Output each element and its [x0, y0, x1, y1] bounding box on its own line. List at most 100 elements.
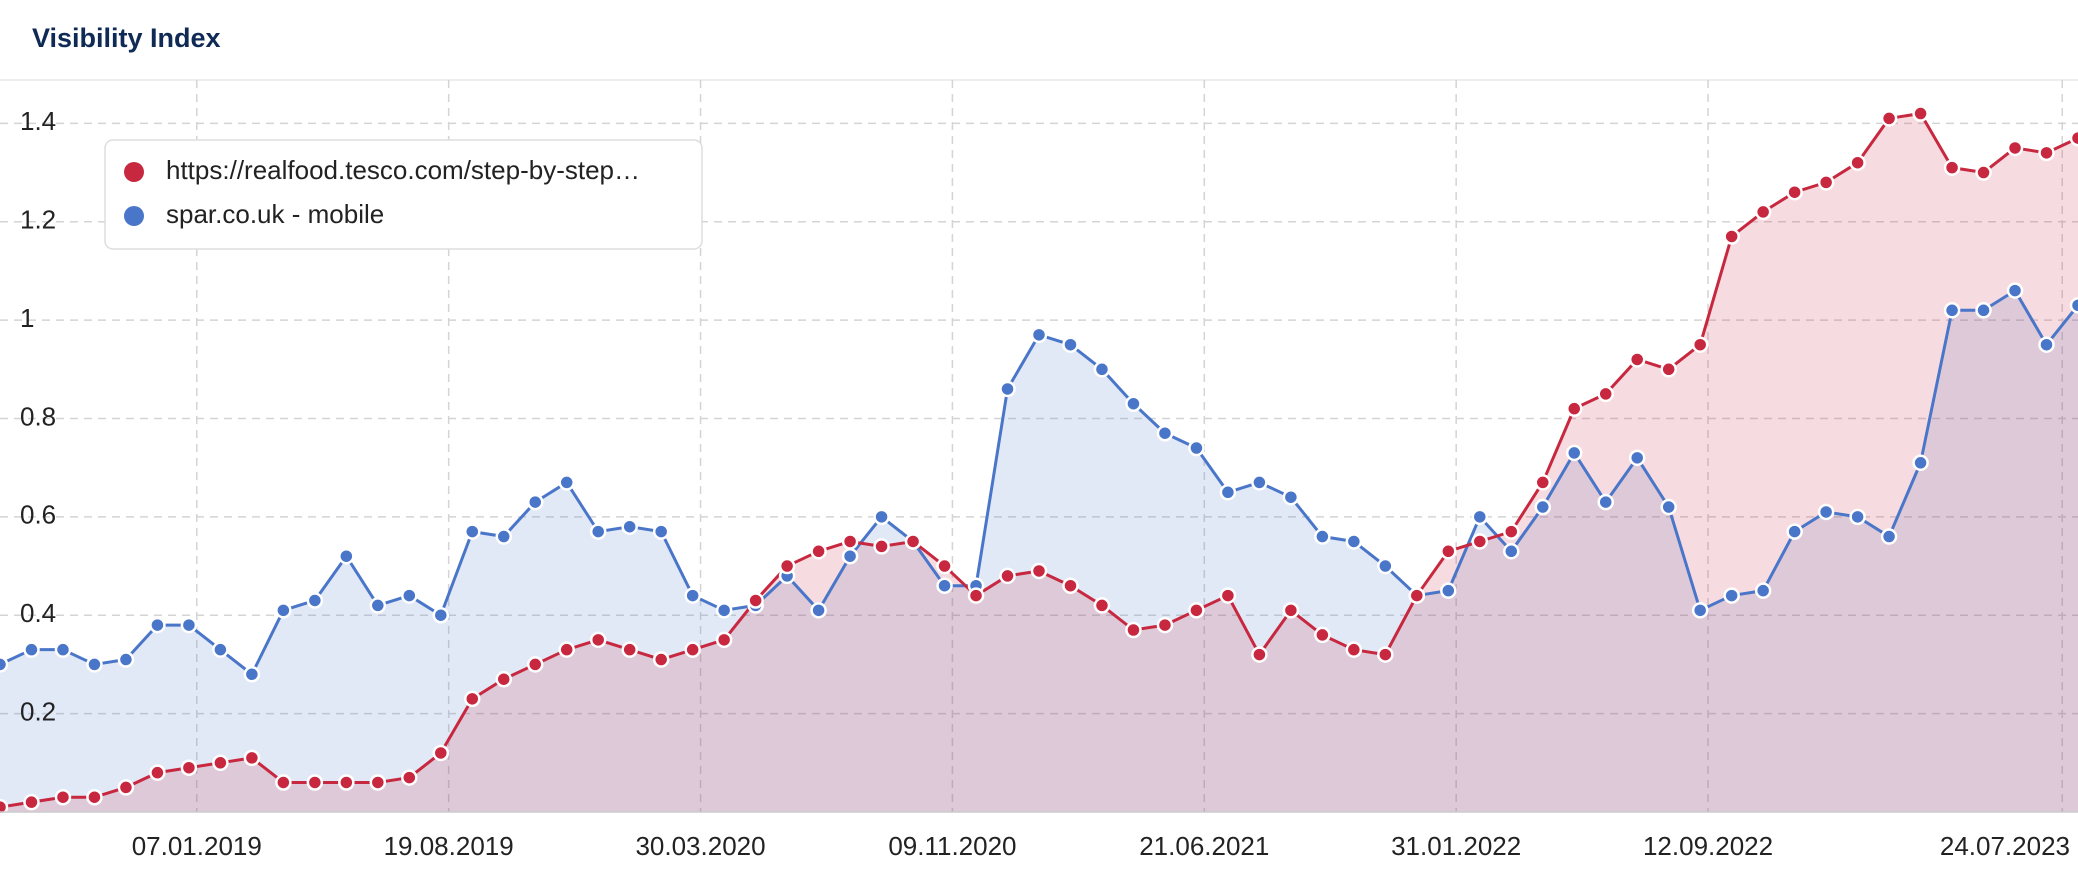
point — [338, 547, 355, 565]
point — [243, 749, 261, 767]
point — [1251, 646, 1268, 663]
point — [999, 567, 1016, 585]
grid — [0, 80, 2078, 812]
point — [432, 606, 450, 624]
point — [86, 788, 103, 806]
point — [1503, 543, 1520, 560]
point — [1093, 597, 1111, 614]
point — [1849, 508, 1866, 526]
point — [1471, 508, 1489, 526]
point — [23, 641, 40, 658]
point — [1377, 557, 1394, 575]
legend: https://realfood.tesco.com/step-by-step…… — [104, 139, 703, 250]
point — [558, 641, 575, 658]
point — [1503, 523, 1520, 540]
point — [747, 592, 764, 609]
point — [652, 651, 670, 668]
point — [1314, 626, 1331, 644]
point — [1975, 302, 1992, 319]
point — [1975, 164, 1992, 181]
axes: 0.2 0.4 0.6 0.8 1 1.2 1.4 07.01.2019 19.08.2019 3… — [0, 106, 2078, 861]
point — [589, 631, 607, 649]
point — [54, 641, 72, 658]
point — [1030, 562, 1048, 580]
point — [1754, 582, 1772, 599]
point — [1093, 361, 1111, 378]
point — [1660, 361, 1677, 378]
x-tick-label: 21.06.2021 — [1139, 831, 1269, 861]
point — [212, 641, 229, 658]
x-tick-label: 31.01.2022 — [1391, 831, 1521, 861]
legend-label: spar.co.uk - mobile — [166, 199, 384, 229]
point — [621, 518, 638, 535]
point — [149, 764, 166, 781]
point — [904, 533, 922, 550]
point — [464, 523, 481, 540]
legend-box — [104, 139, 703, 250]
point — [1471, 533, 1489, 550]
point — [1440, 543, 1457, 560]
point — [2069, 297, 2078, 314]
point — [243, 666, 261, 683]
point — [1282, 602, 1300, 619]
plot — [0, 105, 2078, 816]
point — [1943, 302, 1961, 319]
point — [1219, 484, 1237, 501]
point — [1786, 523, 1803, 540]
y-tick-label: 0.6 — [20, 500, 56, 530]
y-tick-label: 1.4 — [20, 106, 56, 136]
point — [306, 592, 324, 609]
point — [1597, 385, 1614, 403]
point — [1219, 587, 1237, 604]
point — [464, 690, 481, 708]
area — [0, 113, 2078, 813]
point — [86, 656, 103, 673]
point — [810, 543, 827, 560]
point — [1817, 503, 1835, 521]
point — [873, 508, 890, 526]
point — [1628, 351, 1646, 368]
point — [495, 528, 513, 545]
point — [180, 759, 198, 776]
point — [621, 641, 638, 658]
x-tick-label: 24.07.2023 — [1940, 831, 2070, 861]
point — [558, 474, 575, 491]
point — [1251, 474, 1268, 491]
point — [1754, 203, 1772, 221]
point — [1849, 154, 1866, 171]
x-tick-label: 30.03.2020 — [635, 831, 765, 861]
point — [1912, 454, 1929, 472]
y-tick-label: 1 — [20, 303, 34, 333]
y-tick-label: 0.4 — [20, 598, 56, 628]
x-tick-label: 09.11.2020 — [888, 831, 1016, 861]
point — [401, 769, 418, 786]
x-tick-label: 07.01.2019 — [132, 831, 262, 861]
point — [1125, 395, 1142, 412]
point — [1062, 577, 1079, 594]
x-tick-label: 19.08.2019 — [384, 831, 514, 861]
point — [1880, 110, 1898, 127]
point — [1345, 533, 1363, 550]
point — [526, 656, 544, 673]
point — [1597, 493, 1614, 511]
point — [54, 788, 72, 806]
point — [1534, 498, 1552, 516]
point — [149, 616, 166, 634]
legend-label: https://realfood.tesco.com/step-by-step… — [166, 155, 640, 185]
point — [999, 380, 1016, 398]
chart-title: Visibility Index — [32, 23, 221, 53]
point — [1912, 105, 1929, 122]
point — [338, 774, 355, 791]
point — [117, 779, 135, 796]
point — [1156, 424, 1174, 442]
point — [1660, 498, 1677, 516]
point — [1817, 174, 1835, 191]
point — [1440, 582, 1457, 599]
legend-marker — [124, 206, 144, 226]
point — [432, 744, 450, 762]
point — [401, 587, 418, 604]
point — [873, 538, 890, 555]
point — [1691, 602, 1709, 619]
point — [1314, 528, 1331, 545]
